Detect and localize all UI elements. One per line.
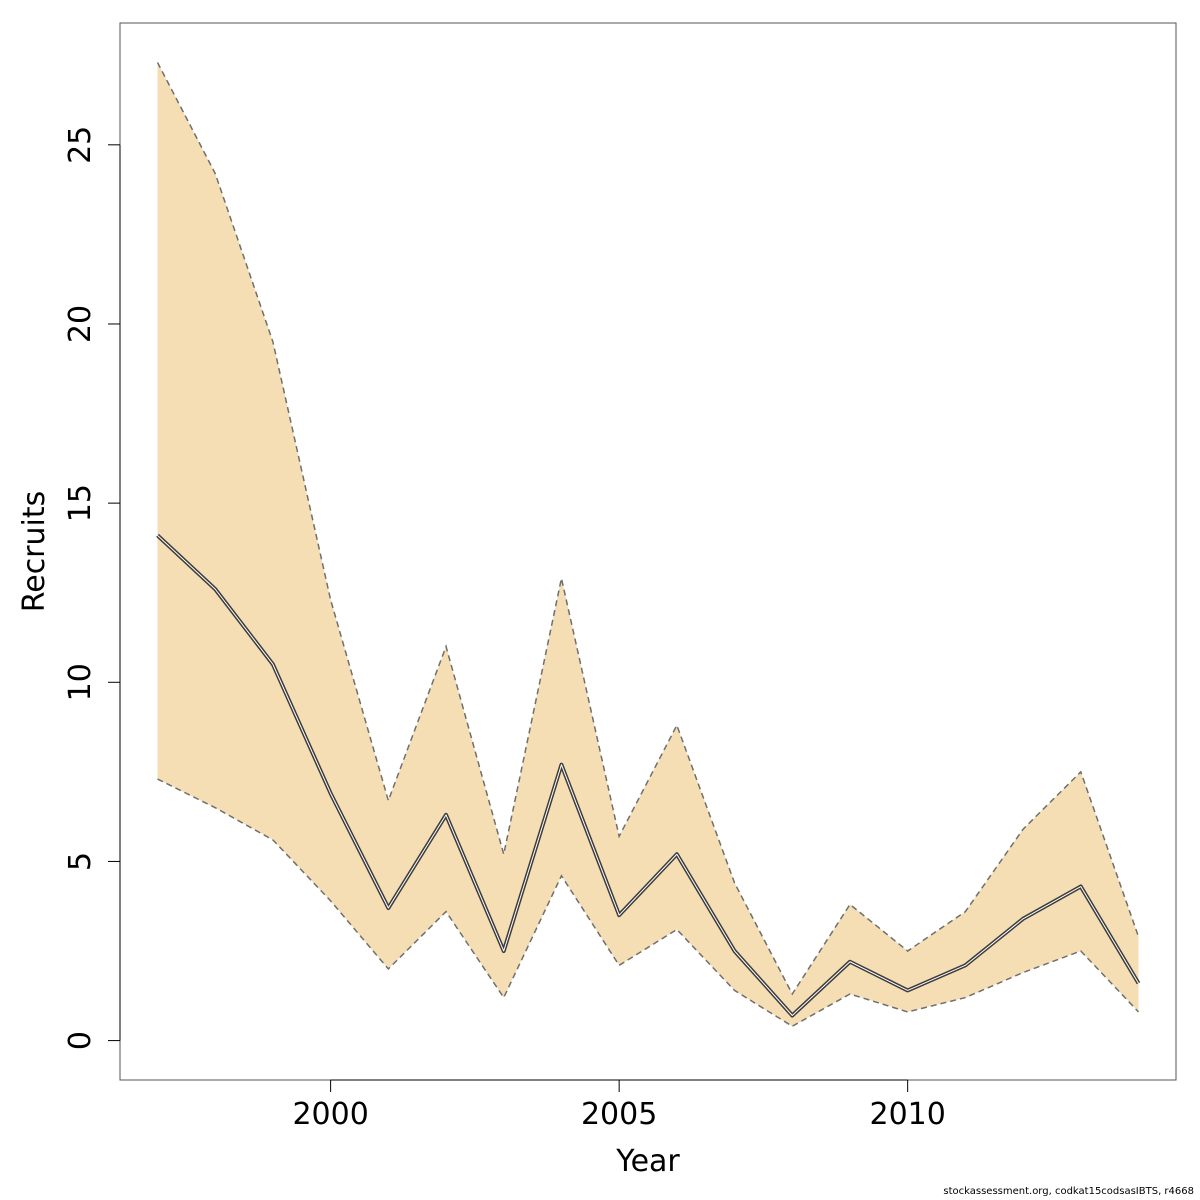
footer-note: stockassessment.org, codkat15codsasIBTS,… — [943, 1186, 1194, 1197]
y-tick-label: 15 — [63, 484, 98, 522]
estimate-series — [156, 533, 1141, 1018]
y-tick-label: 20 — [63, 305, 98, 343]
confidence-band — [156, 62, 1140, 1028]
y-tick-label: 25 — [63, 126, 98, 164]
y-tick-label: 0 — [63, 1031, 98, 1050]
x-axis-title: Year — [615, 1144, 680, 1179]
confidence-band-area — [157, 62, 1139, 1027]
upper-bound-line — [156, 62, 1140, 996]
x-tick-label: 2005 — [581, 1097, 657, 1132]
lower-bound-line — [157, 778, 1140, 1028]
x-tick-label: 2000 — [292, 1097, 368, 1132]
x-tick-label: 2010 — [869, 1097, 945, 1132]
y-tick-label: 5 — [63, 852, 98, 871]
y-axis: 0 5 10 15 20 25 — [63, 126, 121, 1050]
y-axis-title: Recruits — [17, 491, 52, 613]
x-axis: 2000 2005 2010 — [292, 1079, 946, 1132]
y-tick-label: 10 — [63, 663, 98, 701]
estimate-line-inner — [157, 535, 1139, 1017]
